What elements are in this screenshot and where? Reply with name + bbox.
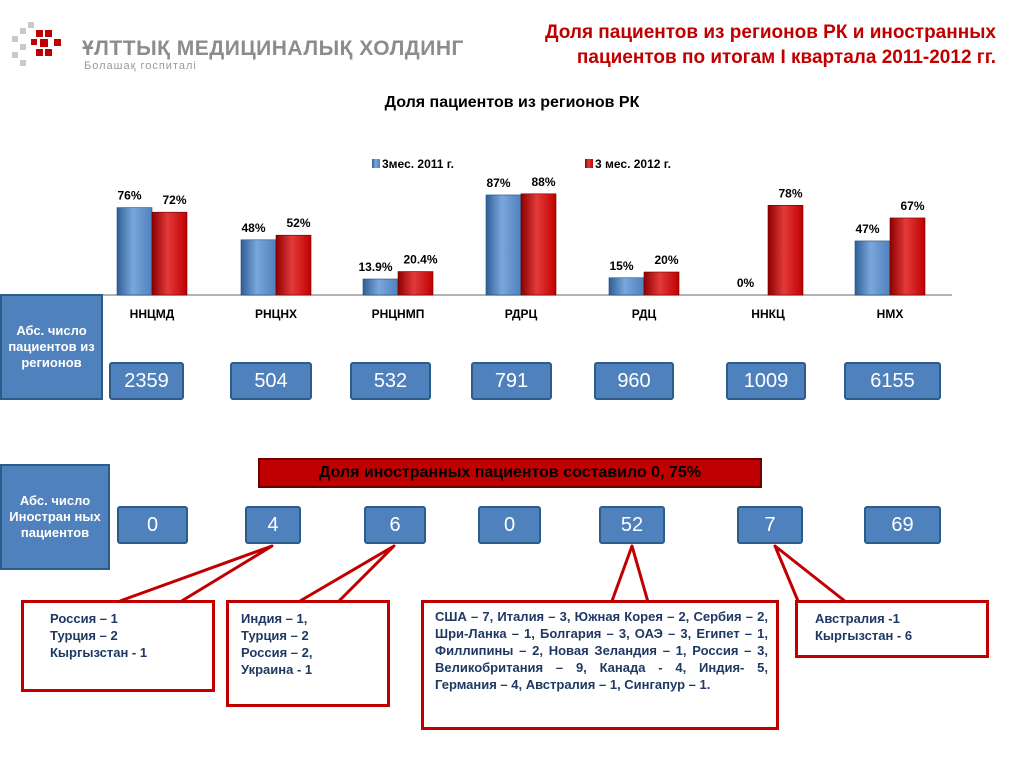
bar-2012-7 — [889, 217, 926, 296]
category-label-1: ННЦМД — [130, 307, 175, 321]
callout-pointer-3 — [610, 544, 650, 603]
bar-2011-5 — [608, 277, 645, 296]
category-label-5: РДЦ — [632, 307, 657, 321]
bar-2012-6 — [767, 205, 804, 296]
data-label-2011-6: 0% — [737, 276, 755, 290]
callout-pointer-4 — [773, 544, 847, 604]
category-label-2: РНЦНХ — [255, 307, 297, 321]
foreign-note-3: США – 7, Италия – 3, Южная Корея – 2, Се… — [421, 600, 779, 730]
data-label-2012-4: 88% — [531, 175, 555, 189]
chart-title: Доля пациентов из регионов РК — [384, 94, 640, 111]
regional-value-3: 532 — [350, 362, 431, 400]
foreign-note-2: Индия – 1, Турция – 2 Россия – 2, Украин… — [226, 600, 390, 707]
foreign-share-banner: Доля иностранных пациентов составило 0, … — [258, 458, 762, 488]
category-label-6: ННКЦ — [751, 307, 785, 321]
data-label-2011-4: 87% — [486, 176, 510, 190]
logo-subtitle: Болашақ госпиталі — [84, 60, 197, 72]
data-label-2012-1: 72% — [162, 193, 186, 207]
regional-value-7: 6155 — [844, 362, 941, 400]
regional-value-2: 504 — [230, 362, 312, 400]
bar-2011-4 — [485, 194, 522, 296]
bar-chart: 76% 72% ННЦМД 48% 52% РНЦНХ 13.9% 20.4% РНЦНМП 87… — [92, 157, 952, 321]
foreign-value-6: 7 — [737, 506, 803, 544]
data-label-2012-5: 20% — [654, 253, 678, 267]
foreign-value-1: 0 — [117, 506, 188, 544]
data-label-2011-1: 76% — [117, 189, 141, 203]
foreign-value-2: 4 — [245, 506, 301, 544]
bar-2012-5 — [643, 271, 680, 296]
foreign-value-4: 0 — [478, 506, 541, 544]
regional-value-4: 791 — [471, 362, 552, 400]
data-label-2011-3: 13.9% — [358, 260, 392, 274]
callout-pointer-1 — [119, 544, 274, 604]
category-label-3: РНЦНМП — [372, 307, 425, 321]
regional-value-1: 2359 — [109, 362, 184, 400]
regional-value-6: 1009 — [726, 362, 806, 400]
logo-mark-icon — [12, 22, 61, 66]
bar-2011-3 — [362, 278, 399, 296]
bar-2012-2 — [275, 234, 312, 296]
data-label-2012-6: 78% — [778, 186, 802, 200]
logo — [10, 22, 400, 72]
page-title: Доля пациентов из регионов РК и иностран… — [416, 20, 996, 70]
page-title-line-2: пациентов по итогам I квартала 2011-2012… — [576, 47, 996, 68]
logo-text: ҰЛТТЫҚ МЕДИЦИНАЛЫҚ ХОЛДИНГ — [82, 37, 464, 60]
foreign-value-3: 6 — [364, 506, 426, 544]
data-label-2011-7: 47% — [855, 222, 879, 236]
bar-2011-2 — [240, 239, 277, 296]
foreign-note-1: Россия – 1 Турция – 2 Кыргызстан - 1 — [21, 600, 215, 692]
legend-swatch-2 — [585, 159, 593, 168]
data-label-2012-7: 67% — [900, 199, 924, 213]
bar-2011-1 — [116, 207, 153, 296]
foreign-value-5: 52 — [599, 506, 665, 544]
category-label-4: РДРЦ — [505, 307, 538, 321]
foreign-count-label: Абс. число Иностран ных пациентов — [0, 464, 110, 570]
bar-2012-3 — [397, 271, 434, 296]
regional-count-label: Абс. число пациентов из регионов — [0, 294, 103, 400]
bar-2012-4 — [520, 193, 557, 296]
bar-2012-1 — [151, 211, 188, 296]
page-title-line-1: Доля пациентов из регионов РК и иностран… — [544, 22, 996, 43]
category-label-7: НМХ — [877, 307, 904, 321]
legend-swatch-1 — [372, 159, 380, 168]
callout-pointer-2 — [299, 544, 396, 604]
data-label-2012-2: 52% — [286, 216, 310, 230]
foreign-value-7: 69 — [864, 506, 941, 544]
legend-label-1: 3мес. 2011 г. — [382, 157, 454, 171]
data-label-2011-5: 15% — [609, 259, 633, 273]
data-label-2012-3: 20.4% — [403, 253, 437, 267]
regional-value-5: 960 — [594, 362, 674, 400]
foreign-note-4: Австралия -1 Кыргызстан - 6 — [795, 600, 989, 658]
data-label-2011-2: 48% — [241, 221, 265, 235]
legend-label-2: 3 мес. 2012 г. — [595, 157, 671, 171]
bar-2011-7 — [854, 240, 891, 296]
